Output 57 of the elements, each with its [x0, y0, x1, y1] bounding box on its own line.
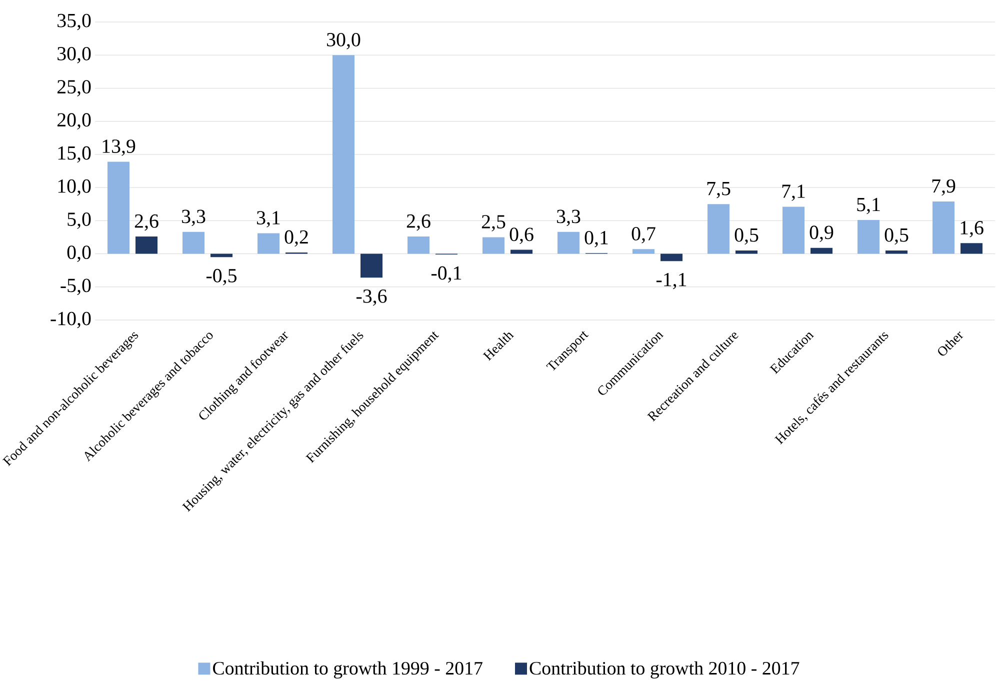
bar — [886, 250, 908, 254]
bar — [708, 204, 730, 254]
bar — [182, 232, 204, 254]
data-label: 5,1 — [857, 198, 880, 214]
bar — [360, 254, 383, 278]
data-label: -3,6 — [356, 289, 387, 306]
bar — [408, 236, 430, 254]
bar — [932, 201, 955, 254]
bar — [510, 250, 533, 254]
bar — [558, 232, 580, 254]
data-label: 13,9 — [102, 140, 136, 156]
bar — [782, 206, 805, 254]
data-label: 7,9 — [932, 179, 956, 196]
legend-label: Contribution to growth 2010 - 2017 — [530, 661, 800, 679]
bar — [482, 237, 505, 254]
bar — [736, 250, 758, 254]
y-tick-label: 30,0 — [58, 46, 91, 64]
data-label: 7,1 — [782, 184, 805, 201]
data-label: 0,9 — [810, 226, 834, 242]
bar — [632, 249, 655, 254]
data-label: -1,1 — [656, 272, 686, 290]
data-label: -0,1 — [431, 266, 462, 283]
data-label: 7,5 — [707, 182, 730, 198]
y-tick-label: -5,0 — [60, 278, 91, 296]
bar — [660, 254, 683, 262]
bar — [960, 243, 983, 254]
bar — [258, 233, 280, 254]
data-label: 3,1 — [257, 211, 280, 228]
data-label: 30,0 — [327, 32, 360, 50]
bar — [858, 220, 880, 254]
data-label: 0,6 — [510, 228, 534, 244]
data-label: -0,5 — [206, 268, 236, 286]
data-label: 2,6 — [406, 214, 430, 231]
bar — [332, 55, 355, 254]
data-label: 2,6 — [134, 214, 158, 231]
data-label: 3,3 — [557, 210, 580, 226]
y-tick-label: 15,0 — [58, 146, 91, 163]
y-tick-label: 10,0 — [58, 179, 91, 196]
data-label: 0,5 — [734, 228, 758, 245]
data-label: 0,7 — [632, 226, 656, 244]
y-tick-label: 25,0 — [57, 80, 91, 96]
y-tick-label: -10,0 — [50, 312, 91, 328]
y-tick-label: 35,0 — [58, 14, 91, 30]
data-label: 1,6 — [960, 221, 984, 238]
bar — [136, 236, 158, 254]
bar — [108, 162, 130, 254]
bar — [210, 254, 232, 258]
bar — [810, 248, 833, 254]
y-tick-label: 20,0 — [57, 113, 91, 130]
data-label: 0,1 — [584, 230, 608, 248]
legend-label: Contribution to growth 1999 - 2017 — [213, 661, 482, 679]
data-label: 0,2 — [284, 230, 308, 247]
data-label: 3,3 — [182, 210, 206, 226]
y-tick-label: 0,0 — [67, 246, 91, 262]
y-tick-label: 5,0 — [68, 212, 91, 229]
data-label: 2,5 — [482, 215, 506, 232]
data-label: 0,5 — [884, 228, 908, 245]
